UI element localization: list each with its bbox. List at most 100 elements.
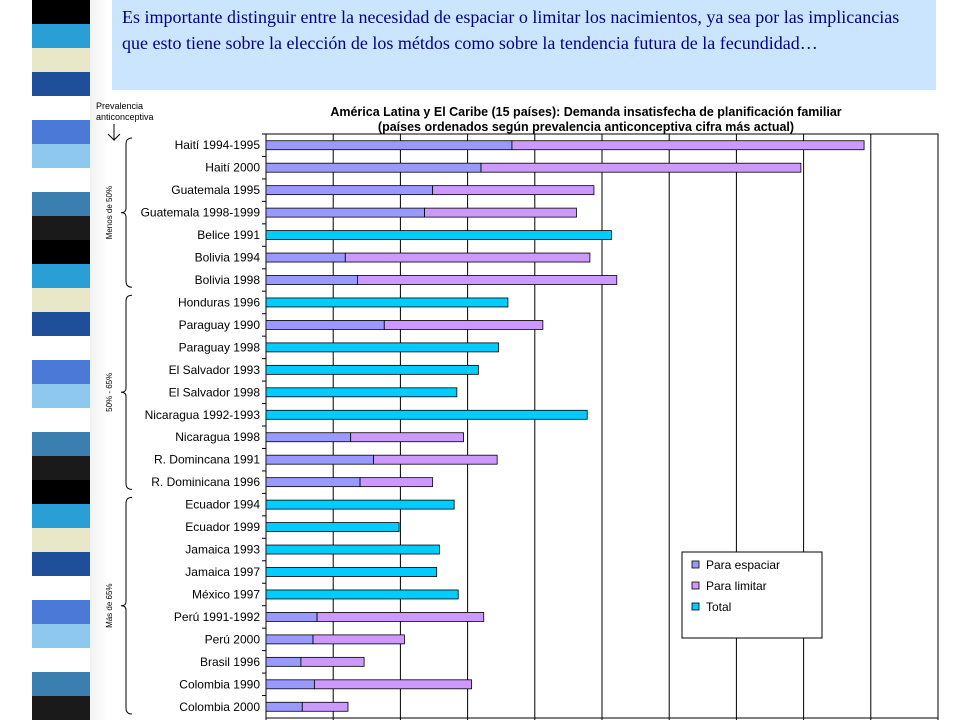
bar xyxy=(265,499,455,510)
category-label: Ecuador 1994 xyxy=(185,498,260,512)
bar xyxy=(265,364,479,375)
group-label: Menos de 50% xyxy=(105,186,114,239)
bar xyxy=(265,387,458,398)
bar xyxy=(511,140,865,151)
stripe-block xyxy=(32,24,90,48)
prevalence-arrow xyxy=(107,124,121,142)
bar xyxy=(265,252,346,263)
bar xyxy=(265,589,459,600)
stripe-block xyxy=(32,648,90,672)
stripe-block xyxy=(32,72,90,96)
stripe-block xyxy=(32,192,90,216)
bar xyxy=(265,162,482,173)
stripe-block xyxy=(32,168,90,192)
stripe-block xyxy=(32,504,90,528)
group-bracket xyxy=(120,294,133,490)
bar xyxy=(265,634,314,645)
bar xyxy=(383,320,544,330)
group-brackets: Menos de 50% 50% - 65% Más de 65% xyxy=(105,124,133,715)
stripe-block xyxy=(32,312,90,336)
prevalence-label-line1: Prevalencia xyxy=(96,101,143,111)
category-label: Jamaica 1993 xyxy=(185,543,260,557)
bar xyxy=(265,185,434,196)
bar xyxy=(265,701,303,712)
group-bracket xyxy=(120,496,133,715)
category-label: Ecuador 1999 xyxy=(185,520,260,534)
bar xyxy=(301,701,349,712)
chart-title: América Latina y El Caribe (15 países): … xyxy=(330,105,841,119)
bar xyxy=(350,432,464,443)
stripe-block xyxy=(32,336,90,360)
stripe-block xyxy=(32,576,90,600)
bar xyxy=(312,634,405,645)
legend-box xyxy=(681,551,823,639)
stripe-shadow xyxy=(90,0,108,720)
category-label: Brasil 1996 xyxy=(200,655,260,669)
group-label: 50% - 65% xyxy=(105,373,114,412)
group-label: Más de 65% xyxy=(105,583,114,627)
category-label: Perú 2000 xyxy=(205,632,261,646)
category-label: Bolivia 1994 xyxy=(195,251,261,265)
stripe-block xyxy=(32,600,90,624)
bar xyxy=(265,612,318,622)
category-label: Colombia 1990 xyxy=(179,677,260,691)
category-label: El Salvador 1998 xyxy=(169,385,261,399)
category-label: Perú 1991-1992 xyxy=(174,610,260,624)
stripe-block xyxy=(32,144,90,168)
legend: Para espaciar Para limitar Total xyxy=(681,551,823,639)
stripe-block xyxy=(32,216,90,240)
stripe-block xyxy=(32,96,90,120)
decorative-stripe xyxy=(32,0,90,720)
stripe-block xyxy=(32,360,90,384)
bar xyxy=(344,252,591,263)
category-label: Guatemala 1995 xyxy=(171,183,260,197)
stripe-block xyxy=(32,672,90,696)
bar xyxy=(313,679,473,690)
note-box: Es importante distinguir entre la necesi… xyxy=(112,0,936,90)
bar xyxy=(265,656,302,667)
bar xyxy=(265,409,588,420)
bar xyxy=(265,544,440,555)
stripe-block xyxy=(32,288,90,312)
stripe-block xyxy=(32,240,90,264)
bar xyxy=(359,477,434,488)
stripe-block xyxy=(32,624,90,648)
category-label: R. Dominicana 1996 xyxy=(151,475,260,489)
stripe-block xyxy=(32,120,90,144)
stripe-block xyxy=(32,48,90,72)
legend-label: Para limitar xyxy=(706,579,767,593)
bar xyxy=(373,454,498,465)
category-label: El Salvador 1993 xyxy=(169,363,261,377)
bar xyxy=(424,207,577,218)
stripe-block xyxy=(32,696,90,720)
legend-label: Para espaciar xyxy=(706,558,780,572)
legend-swatch xyxy=(691,581,700,590)
note-text: Es importante distinguir entre la necesi… xyxy=(122,7,900,53)
category-label: R. Domincana 1991 xyxy=(154,453,260,467)
category-label: Colombia 2000 xyxy=(179,700,260,714)
bar xyxy=(265,477,361,488)
bar xyxy=(265,432,352,443)
legend-label: Total xyxy=(706,600,731,614)
bar xyxy=(265,275,358,285)
category-label: Nicaragua 1998 xyxy=(175,430,260,444)
category-label: Haití 2000 xyxy=(205,161,260,175)
category-label: Paraguay 1990 xyxy=(179,318,261,332)
bar xyxy=(265,522,400,532)
category-label: Belice 1991 xyxy=(197,228,260,242)
bar xyxy=(316,612,485,622)
bar xyxy=(265,140,513,151)
stripe-block xyxy=(32,264,90,288)
bar xyxy=(265,320,385,330)
bar xyxy=(432,185,595,196)
category-label: Paraguay 1998 xyxy=(179,340,261,354)
prevalence-label-line2: anticonceptiva xyxy=(96,112,154,122)
legend-swatch xyxy=(691,560,700,569)
prevalence-label: Prevalencia anticonceptiva xyxy=(96,101,154,122)
stripe-block xyxy=(32,528,90,552)
bar xyxy=(265,342,499,353)
bar xyxy=(265,230,612,240)
category-label: Honduras 1996 xyxy=(178,295,260,309)
chart-subtitle: (países ordenados según prevalencia anti… xyxy=(378,120,794,134)
stripe-block xyxy=(32,0,90,24)
